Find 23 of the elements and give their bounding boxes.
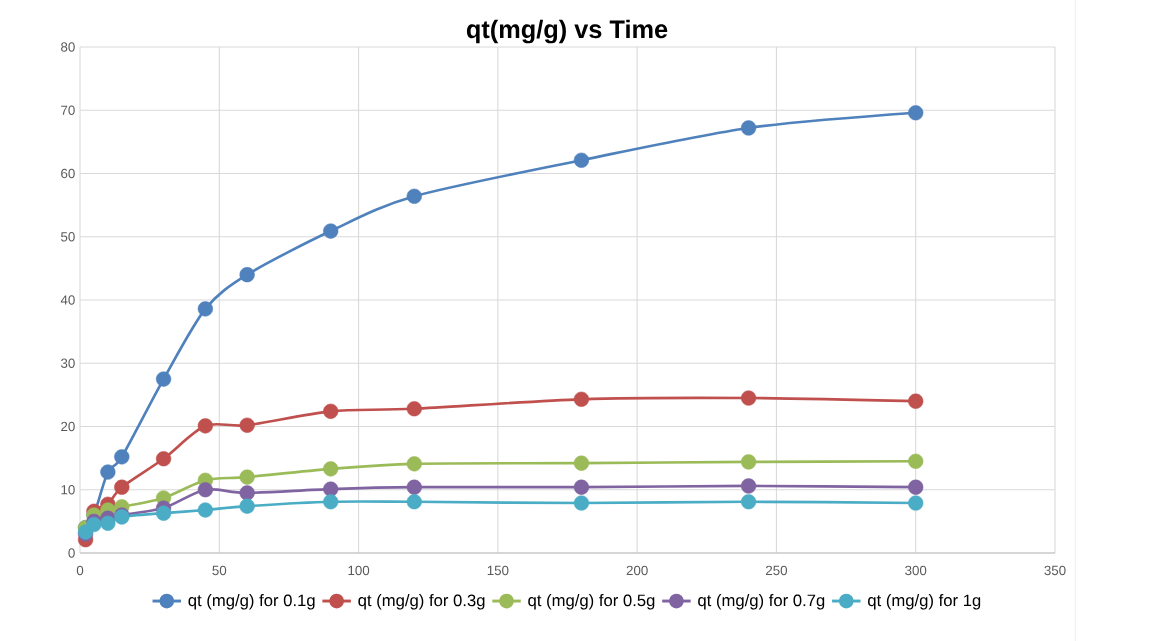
y-tick-label: 20: [61, 421, 75, 432]
chart-title: qt(mg/g) vs Time: [466, 19, 668, 44]
x-tick-label: 300: [905, 565, 927, 576]
x-tick-label: 200: [626, 565, 648, 576]
y-tick-label: 0: [68, 548, 75, 558]
x-tick-label: 150: [487, 565, 509, 576]
x-tick-label: 0: [76, 565, 84, 576]
x-tick-label: 50: [212, 565, 227, 576]
legend-label: qt (mg/g) for 0.3g: [358, 594, 485, 610]
y-tick-label: 80: [61, 42, 75, 52]
legend-label: qt (mg/g) for 0.7g: [698, 594, 825, 610]
legend-label: qt (mg/g) for 1g: [868, 594, 981, 610]
x-tick-label: 350: [1044, 565, 1066, 576]
x-tick-label: 100: [348, 565, 370, 576]
y-tick-label: 60: [61, 168, 75, 179]
x-tick-label: 250: [765, 565, 788, 576]
y-tick-label: 30: [60, 358, 75, 368]
y-tick-label: 70: [61, 105, 75, 115]
legend-label: qt (mg/g) for 0.1g: [188, 594, 315, 610]
y-tick-label: 40: [60, 295, 75, 305]
legend-label: qt (mg/g) for 0.5g: [528, 594, 655, 610]
y-tick-label: 50: [61, 232, 75, 242]
y-tick-label: 10: [61, 485, 75, 495]
